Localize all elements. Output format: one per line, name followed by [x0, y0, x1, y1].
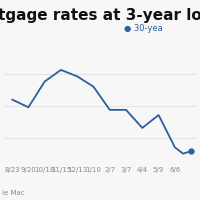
Text: ie Mac: ie Mac	[2, 190, 25, 196]
Text: tgage rates at 3-year low: tgage rates at 3-year low	[0, 8, 200, 23]
Text: ● 30-yea: ● 30-yea	[124, 24, 163, 33]
